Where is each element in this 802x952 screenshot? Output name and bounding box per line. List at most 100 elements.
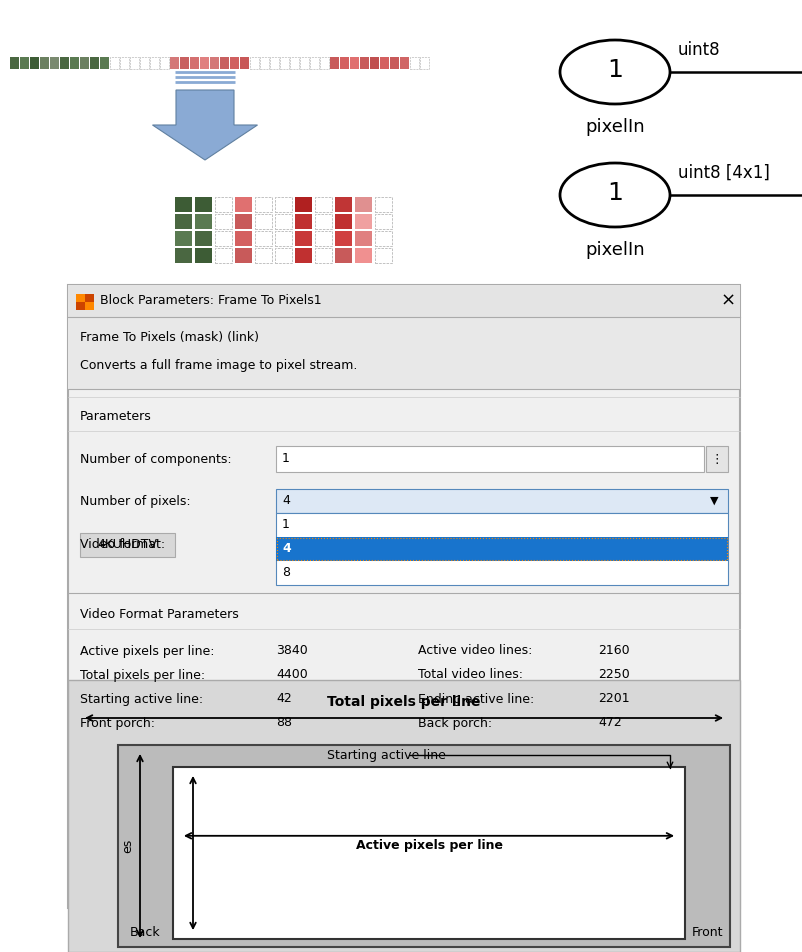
Bar bbox=[420, 57, 429, 69]
Bar bbox=[76, 294, 85, 302]
Bar bbox=[195, 197, 212, 212]
Text: Converts a full frame image to pixel stream.: Converts a full frame image to pixel str… bbox=[80, 359, 358, 371]
Text: pixelIn: pixelIn bbox=[585, 118, 645, 136]
Bar bbox=[76, 294, 94, 310]
Bar bbox=[200, 57, 209, 69]
Bar bbox=[330, 57, 339, 69]
Bar bbox=[360, 57, 369, 69]
Bar bbox=[340, 57, 349, 69]
Bar bbox=[215, 197, 232, 212]
Bar bbox=[276, 513, 728, 585]
Bar bbox=[20, 57, 29, 69]
Bar bbox=[380, 57, 389, 69]
Text: uint8: uint8 bbox=[678, 41, 721, 59]
Bar bbox=[85, 302, 94, 310]
Bar bbox=[706, 446, 728, 472]
Bar bbox=[235, 214, 252, 229]
Text: Video format:: Video format: bbox=[80, 539, 165, 551]
Bar bbox=[175, 248, 192, 263]
Text: Parameters: Parameters bbox=[80, 410, 152, 424]
Bar bbox=[100, 57, 109, 69]
Text: 1: 1 bbox=[607, 181, 623, 205]
Bar bbox=[295, 231, 312, 246]
Bar bbox=[175, 214, 192, 229]
Bar bbox=[235, 231, 252, 246]
Bar bbox=[110, 57, 119, 69]
Bar bbox=[350, 57, 359, 69]
Bar bbox=[355, 214, 372, 229]
Bar bbox=[275, 214, 292, 229]
Text: Active pixels per line: Active pixels per line bbox=[355, 840, 503, 852]
Bar bbox=[235, 248, 252, 263]
Text: Active video lines:: Active video lines: bbox=[418, 645, 533, 658]
Bar bbox=[60, 57, 69, 69]
Text: 8: 8 bbox=[282, 566, 290, 580]
Bar bbox=[160, 57, 169, 69]
Bar bbox=[68, 285, 740, 317]
Bar bbox=[335, 197, 352, 212]
Bar bbox=[370, 57, 379, 69]
Bar bbox=[375, 197, 392, 212]
Bar bbox=[355, 248, 372, 263]
Ellipse shape bbox=[560, 40, 670, 104]
Text: Number of pixels:: Number of pixels: bbox=[80, 494, 191, 507]
Bar bbox=[295, 248, 312, 263]
Bar bbox=[260, 57, 269, 69]
Bar bbox=[235, 197, 252, 212]
Text: 2160: 2160 bbox=[598, 645, 630, 658]
Text: Back: Back bbox=[130, 926, 161, 940]
Text: 4: 4 bbox=[282, 494, 290, 507]
Text: Total video lines:: Total video lines: bbox=[418, 668, 523, 682]
Bar bbox=[150, 57, 159, 69]
Text: Total pixels per line:: Total pixels per line: bbox=[80, 668, 205, 682]
Text: ×: × bbox=[720, 292, 735, 310]
Ellipse shape bbox=[560, 163, 670, 227]
Bar bbox=[275, 248, 292, 263]
Bar bbox=[355, 231, 372, 246]
Text: Active pixels per line:: Active pixels per line: bbox=[80, 645, 214, 658]
Bar bbox=[335, 214, 352, 229]
Bar bbox=[195, 248, 212, 263]
Text: Front: Front bbox=[692, 926, 723, 940]
Bar bbox=[130, 57, 139, 69]
Bar bbox=[300, 57, 309, 69]
Bar bbox=[68, 317, 740, 389]
Bar bbox=[70, 57, 79, 69]
Bar bbox=[276, 537, 728, 561]
Bar bbox=[50, 57, 59, 69]
Bar bbox=[275, 231, 292, 246]
Bar bbox=[315, 214, 332, 229]
Bar bbox=[68, 285, 740, 908]
Text: Frame To Pixels (mask) (link): Frame To Pixels (mask) (link) bbox=[80, 330, 259, 344]
Text: Front porch:: Front porch: bbox=[80, 717, 155, 729]
Text: Starting active line:: Starting active line: bbox=[80, 692, 203, 705]
Bar bbox=[375, 248, 392, 263]
Bar bbox=[255, 214, 272, 229]
Text: 88: 88 bbox=[276, 717, 292, 729]
Bar bbox=[335, 231, 352, 246]
Bar bbox=[240, 57, 249, 69]
Bar bbox=[270, 57, 279, 69]
Text: ⋮: ⋮ bbox=[711, 452, 723, 466]
Bar bbox=[173, 767, 685, 939]
Bar bbox=[315, 197, 332, 212]
Bar bbox=[255, 197, 272, 212]
Text: Total pixels per line: Total pixels per line bbox=[327, 695, 480, 709]
Text: 1: 1 bbox=[282, 452, 290, 466]
Bar bbox=[180, 57, 189, 69]
Bar bbox=[170, 57, 179, 69]
Bar bbox=[335, 248, 352, 263]
Bar bbox=[315, 248, 332, 263]
Bar bbox=[90, 57, 99, 69]
Bar bbox=[276, 446, 704, 472]
Text: Number of components:: Number of components: bbox=[80, 452, 232, 466]
Text: Video Format Parameters: Video Format Parameters bbox=[80, 608, 239, 622]
Text: Starting active line: Starting active line bbox=[326, 748, 445, 762]
Bar bbox=[30, 57, 39, 69]
Bar bbox=[175, 231, 192, 246]
Text: Block Parameters: Frame To Pixels1: Block Parameters: Frame To Pixels1 bbox=[100, 294, 322, 307]
Bar bbox=[220, 57, 229, 69]
FancyArrow shape bbox=[152, 90, 257, 160]
Bar bbox=[190, 57, 199, 69]
Text: Ending active line:: Ending active line: bbox=[418, 692, 534, 705]
